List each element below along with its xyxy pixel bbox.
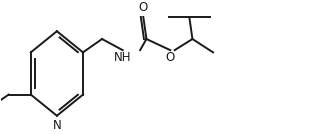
Text: NH: NH <box>114 51 132 64</box>
Text: O: O <box>166 51 175 64</box>
Text: N: N <box>52 119 61 132</box>
Text: O: O <box>139 1 148 14</box>
